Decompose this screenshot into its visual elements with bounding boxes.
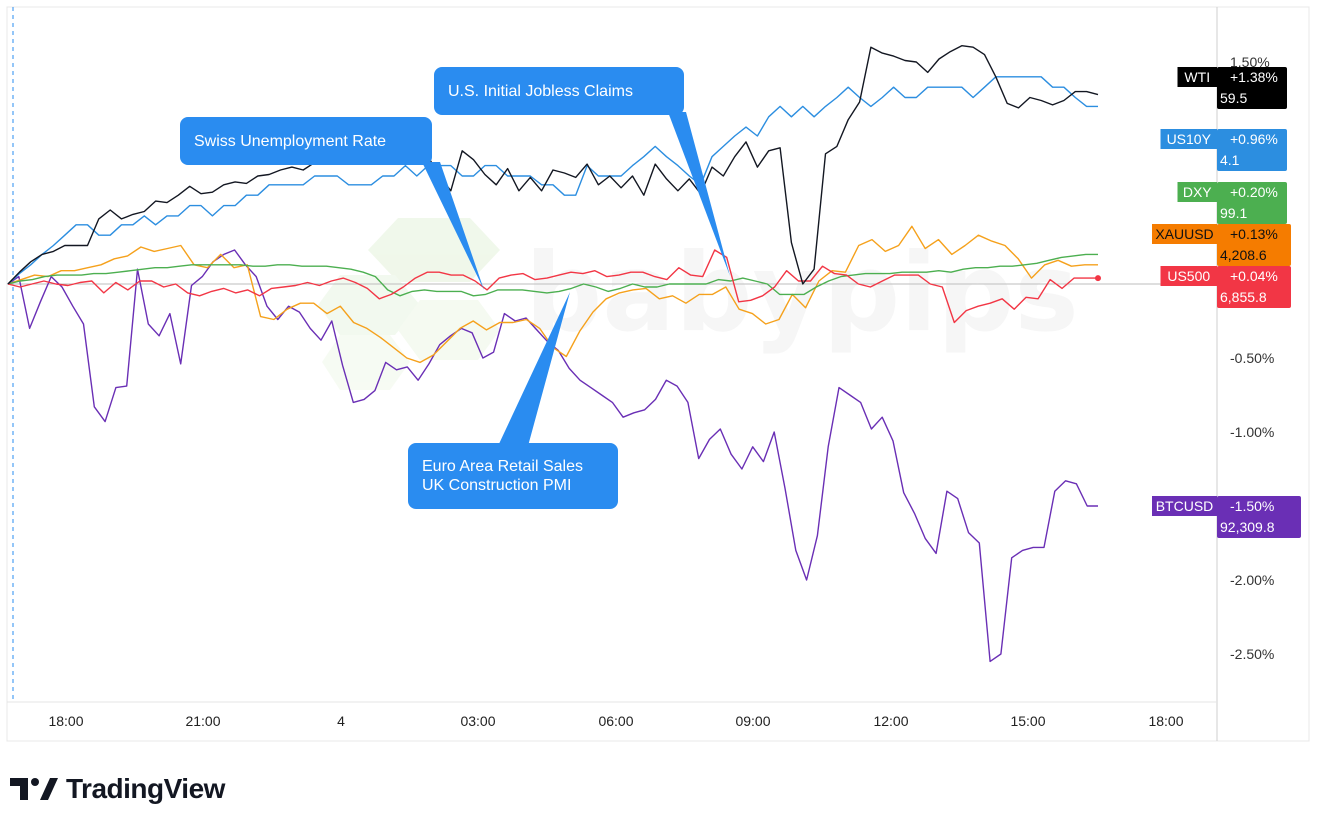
price-label-us10y: US10Y +0.96% 4.1: [1160, 129, 1287, 171]
price-label-price: 99.1: [1220, 205, 1247, 221]
annotation-us-jobless-claims-text: U.S. Initial Jobless Claims: [448, 82, 633, 100]
price-label-tag: [1160, 266, 1217, 286]
x-tick-label: 12:00: [873, 713, 908, 729]
price-label-name: US10Y: [1167, 131, 1212, 147]
price-label-box: [1217, 182, 1287, 224]
annotation-euro-uk: Euro Area Retail Sales UK Construction P…: [408, 443, 618, 509]
price-label-price: 92,309.8: [1220, 519, 1275, 535]
price-label-box: [1217, 496, 1301, 538]
series-line-us10y[interactable]: [7, 76, 1098, 285]
annotation-uk-construction-text: UK Construction PMI: [422, 477, 572, 494]
us500-last-point: [1095, 275, 1101, 282]
pointer-euro-uk: [498, 292, 570, 446]
series-line-us500[interactable]: [7, 249, 1098, 324]
tradingview-logo-icon: [10, 778, 58, 800]
x-tick-label: 18:00: [48, 713, 83, 729]
y-tick-label: -1.00%: [1230, 424, 1274, 440]
pointer-us-jobless-claims: [668, 112, 730, 276]
x-tick-label: 06:00: [598, 713, 633, 729]
price-label-price: 4.1: [1220, 152, 1240, 168]
price-label-tag: [1160, 129, 1217, 149]
watermark: babypips: [318, 218, 1079, 390]
tradingview-wordmark: TradingView: [66, 773, 225, 804]
x-tick-label: 18:00: [1148, 713, 1183, 729]
y-tick-label: 1.50%: [1230, 54, 1270, 70]
annotation-swiss-unemployment: Swiss Unemployment Rate: [180, 117, 432, 165]
y-tick-label: -2.00%: [1230, 572, 1274, 588]
price-label-wti: WTI +1.38% 59.5: [1177, 67, 1287, 109]
price-label-change: -1.50%: [1230, 498, 1274, 514]
x-axis-ticks: 18:00 21:00 4 03:00 06:00 09:00 12:00 15:00 18:0…: [48, 713, 1183, 729]
price-label-name: US500: [1167, 268, 1210, 284]
x-tick-label: 09:00: [735, 713, 770, 729]
price-label-box: [1217, 129, 1287, 171]
series-line-dxy[interactable]: [7, 253, 1098, 297]
price-label-xauusd: XAUUSD +0.13% 4,208.6: [1152, 224, 1291, 266]
price-label-name: DXY: [1183, 184, 1212, 200]
series-line-wti[interactable]: [7, 45, 1099, 285]
price-labels: WTI +1.38% 59.5 US10Y +0.96% 4.1 DXY +0.20% 99.1…: [1152, 67, 1301, 538]
price-label-price: 59.5: [1220, 90, 1247, 106]
price-label-change: +1.38%: [1230, 69, 1278, 85]
price-label-box: [1217, 266, 1291, 308]
watermark-logo-icon: [318, 218, 500, 390]
pointer-swiss-unemployment: [422, 162, 484, 290]
price-label-tag: [1177, 67, 1217, 87]
price-label-price: 4,208.6: [1220, 247, 1267, 263]
annotation-euro-retail-text: Euro Area Retail Sales: [422, 458, 583, 475]
price-label-change: +0.04%: [1230, 268, 1278, 284]
price-label-btcusd: BTCUSD -1.50% 92,309.8: [1152, 496, 1301, 538]
annotation-pointers: [422, 112, 730, 446]
annotation-swiss-unemployment-text: Swiss Unemployment Rate: [194, 132, 387, 150]
x-tick-label: 15:00: [1010, 713, 1045, 729]
price-label-change: +0.20%: [1230, 184, 1278, 200]
x-tick-label: 03:00: [460, 713, 495, 729]
price-label-price: 6,855.8: [1220, 289, 1267, 305]
watermark-text: babypips: [525, 231, 1079, 356]
price-label-us500: US500 +0.04% 6,855.8: [1160, 266, 1291, 308]
price-label-box: [1217, 224, 1291, 266]
y-tick-label: -2.50%: [1230, 646, 1274, 662]
y-tick-label: -0.50%: [1230, 350, 1274, 366]
price-label-tag: [1177, 182, 1217, 202]
tradingview-logo[interactable]: TradingView: [10, 772, 225, 806]
price-label-name: XAUUSD: [1155, 226, 1213, 242]
price-label-tag: [1152, 224, 1217, 244]
annotation-us-jobless-claims: U.S. Initial Jobless Claims: [434, 67, 684, 115]
price-label-box: [1217, 67, 1287, 109]
y-axis-ticks: 1.50% -0.50% -1.00% -2.00% -2.50%: [1230, 54, 1274, 662]
price-label-name: WTI: [1184, 69, 1210, 85]
price-label-dxy: DXY +0.20% 99.1: [1177, 182, 1287, 224]
plot-border: [6, 6, 1310, 742]
x-tick-label: 4: [337, 713, 345, 729]
price-label-name: BTCUSD: [1156, 498, 1214, 514]
price-label-change: +0.96%: [1230, 131, 1278, 147]
x-tick-label: 21:00: [185, 713, 220, 729]
price-label-tag: [1152, 496, 1217, 516]
price-label-change: +0.13%: [1230, 226, 1278, 242]
